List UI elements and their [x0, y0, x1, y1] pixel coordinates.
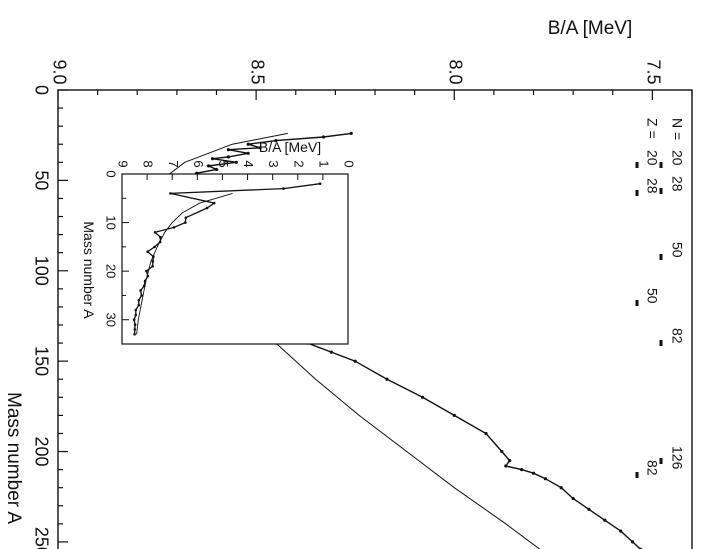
inset-y-tick-label: 6	[191, 160, 206, 167]
inset-data-point	[169, 192, 172, 195]
data-point	[484, 432, 487, 435]
inset-y-axis-label: B/A [MeV]	[259, 139, 321, 155]
magic-n-value: 28	[669, 176, 685, 192]
x-tick-label: 100	[31, 256, 51, 286]
data-point	[385, 378, 388, 381]
inset-y-tick-label: 5	[216, 160, 231, 167]
data-point	[211, 157, 214, 160]
inset-data-point	[206, 207, 209, 210]
inset-y-tick-label: 4	[241, 160, 256, 167]
inset-y-tick-label: 0	[342, 160, 357, 167]
inset-y-tick-label: 1	[316, 160, 331, 167]
magic-z-label: Z =	[644, 118, 660, 139]
magic-n-value: 82	[669, 328, 685, 344]
x-tick-label: 150	[31, 346, 51, 376]
data-point	[508, 459, 511, 462]
inset-y-tick-label: 3	[266, 160, 281, 167]
inset-x-tick-label: 0	[104, 170, 119, 177]
magic-n-value: 126	[669, 446, 685, 470]
inset-x-tick-label: 20	[104, 264, 119, 278]
inset-data-point	[152, 260, 155, 263]
data-point	[247, 152, 250, 155]
data-point	[504, 464, 507, 467]
data-point	[587, 508, 590, 511]
inset-y-tick-label: 2	[291, 160, 306, 167]
inset-data-point	[151, 265, 154, 268]
data-point	[619, 530, 622, 533]
inset-data-point	[134, 328, 137, 331]
y-axis-label: B/A [MeV]	[548, 18, 632, 39]
inset-x-tick-label: 30	[104, 312, 119, 326]
data-point	[354, 360, 357, 363]
inset-data-point	[173, 226, 176, 229]
x-tick-label: 0	[31, 85, 51, 95]
inset-data-point	[138, 299, 141, 302]
data-point	[421, 396, 424, 399]
inset-data-point	[319, 182, 322, 185]
y-tick-label: 7.5	[644, 59, 664, 84]
data-point	[532, 472, 535, 475]
inset-data-point	[145, 270, 148, 273]
inset-x-axis-label: Mass number A	[81, 221, 97, 319]
inset-y-tick-label: 8	[141, 160, 156, 167]
x-tick-label: 200	[31, 437, 51, 467]
inset-data-point	[133, 318, 136, 321]
inset-data-point	[138, 304, 141, 307]
inset-data-point	[133, 333, 136, 336]
inset-x-tick-label: 10	[104, 215, 119, 229]
x-tick-label: 50	[31, 170, 51, 190]
inset-data-point	[184, 221, 187, 224]
inset-y-tick-label: 9	[116, 160, 131, 167]
magic-z-value: 50	[644, 288, 660, 304]
magic-z-value: 20	[644, 150, 660, 166]
data-point	[247, 143, 250, 146]
inset-data-point	[282, 187, 285, 190]
inset-y-tick-label: 7	[166, 160, 181, 167]
magic-z-value: 28	[644, 178, 660, 194]
data-point	[544, 477, 547, 480]
inset-data-point	[146, 250, 149, 253]
inset-data-point	[134, 323, 137, 326]
data-point	[227, 148, 230, 151]
data-point	[631, 540, 634, 543]
inset-data-point	[139, 289, 142, 292]
magic-numbers: N = Z = 20 28 50 82 126 20 28 50 82	[637, 118, 685, 478]
data-point	[572, 497, 575, 500]
inset-plot-frame	[122, 174, 348, 344]
data-point	[215, 168, 218, 171]
data-point	[560, 486, 563, 489]
inset-data-point	[185, 216, 188, 219]
inset-data-point	[153, 246, 156, 249]
inset-data-point	[135, 309, 138, 312]
inset-data-point	[213, 202, 216, 205]
magic-n-value: 50	[669, 242, 685, 258]
data-point	[330, 351, 333, 354]
data-point	[453, 414, 456, 417]
inset-data-point	[135, 314, 138, 317]
data-point	[322, 135, 325, 138]
data-point	[603, 519, 606, 522]
y-tick-label: 8.0	[446, 59, 466, 84]
data-point	[500, 450, 503, 453]
y-tick-label: 8.5	[247, 59, 267, 84]
magic-n-value: 20	[669, 150, 685, 166]
data-point	[520, 468, 523, 471]
y-tick-label: 9.0	[49, 59, 69, 84]
inset-data-point	[154, 231, 157, 234]
magic-z-value: 82	[644, 460, 660, 476]
magic-n-label: N =	[669, 118, 685, 140]
data-point	[227, 155, 230, 158]
data-point	[235, 161, 238, 164]
x-axis-label: Mass number A	[3, 392, 24, 524]
data-point	[207, 164, 210, 167]
data-point	[350, 132, 353, 135]
x-tick-label: 250	[31, 527, 51, 549]
